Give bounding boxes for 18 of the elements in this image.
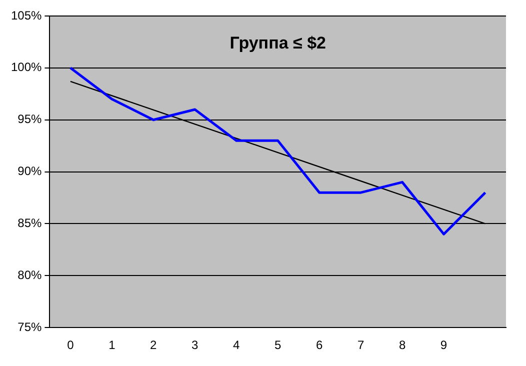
y-tick-label: 100%	[10, 60, 42, 74]
x-tick-label: 2	[150, 338, 158, 352]
x-tick-label: 5	[274, 338, 282, 352]
x-tick-label: 6	[316, 338, 323, 352]
x-tick-label: 0	[67, 338, 74, 352]
y-tick-label: 80%	[18, 268, 42, 282]
x-tick-label: 1	[108, 338, 116, 352]
x-tick-label: 7	[357, 338, 364, 352]
x-tick-label: 8	[398, 338, 406, 352]
y-tick-label: 75%	[18, 320, 42, 334]
y-tick-label: 95%	[18, 112, 42, 126]
y-tick-label: 85%	[18, 216, 42, 230]
x-tick-label: 3	[192, 338, 199, 352]
y-tick-label: 90%	[18, 164, 42, 178]
y-tick-label: 105%	[10, 8, 42, 22]
text: Группа ≤ $2	[230, 34, 326, 53]
x-tick-label: 4	[233, 338, 240, 352]
x-tick-label: 9	[440, 338, 448, 352]
